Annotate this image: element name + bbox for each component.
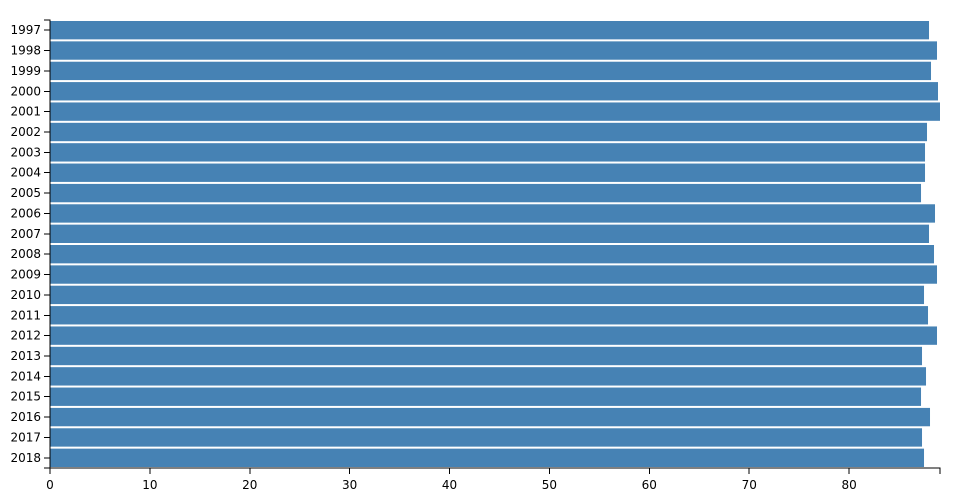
bar (50, 428, 923, 447)
y-tick-label: 2015 (10, 390, 41, 404)
bar (50, 407, 931, 427)
y-tick-label: 2006 (10, 206, 41, 220)
bar (50, 183, 922, 203)
bar (50, 285, 925, 305)
y-tick-label: 2014 (10, 369, 41, 383)
y-tick-label: 2003 (10, 145, 41, 159)
y-tick-label: 2011 (10, 308, 41, 322)
y-tick-label: 1997 (10, 23, 41, 37)
y-tick-label: 2005 (10, 186, 41, 200)
x-tick-label: 20 (242, 478, 257, 492)
bar (50, 61, 932, 81)
bar (50, 143, 926, 162)
y-tick-label: 2008 (10, 247, 41, 261)
y-tick-label: 2017 (10, 430, 41, 444)
bar (50, 41, 938, 60)
x-tick-label: 60 (642, 478, 657, 492)
bar (50, 367, 927, 386)
x-tick-label: 40 (442, 478, 457, 492)
bar (50, 224, 930, 243)
y-tick-label: 1999 (10, 64, 41, 78)
bar (50, 82, 939, 101)
y-tick-label: 2010 (10, 288, 41, 302)
bar (50, 346, 923, 366)
y-axis (44, 19, 51, 469)
bar (50, 326, 938, 345)
bar (50, 102, 940, 121)
y-tick-label: 2016 (10, 410, 41, 424)
x-axis (49, 467, 941, 474)
bar (50, 387, 922, 406)
x-tick-label: 0 (46, 478, 54, 492)
y-tick-label: 2004 (10, 166, 41, 180)
y-tick-label: 2002 (10, 125, 41, 139)
bar (50, 306, 929, 325)
y-tick-label: 2007 (10, 227, 41, 241)
bar (50, 448, 925, 467)
bar (50, 122, 928, 142)
y-tick-label: 2000 (10, 84, 41, 98)
x-tick-label: 80 (841, 478, 856, 492)
y-tick-label: 2013 (10, 349, 41, 363)
bar (50, 204, 936, 223)
y-tick-label: 2009 (10, 268, 41, 282)
x-tick-label: 30 (342, 478, 357, 492)
bar (50, 163, 926, 182)
bar (50, 265, 938, 284)
y-tick-label: 2018 (10, 451, 41, 465)
x-tick-label: 50 (542, 478, 557, 492)
x-tick-label: 70 (742, 478, 757, 492)
y-tick-label: 2012 (10, 329, 41, 343)
x-tick-label: 10 (142, 478, 157, 492)
y-tick-label: 1998 (10, 44, 41, 58)
bar (50, 245, 935, 264)
y-tick-label: 2001 (10, 105, 41, 119)
bar (50, 21, 930, 40)
